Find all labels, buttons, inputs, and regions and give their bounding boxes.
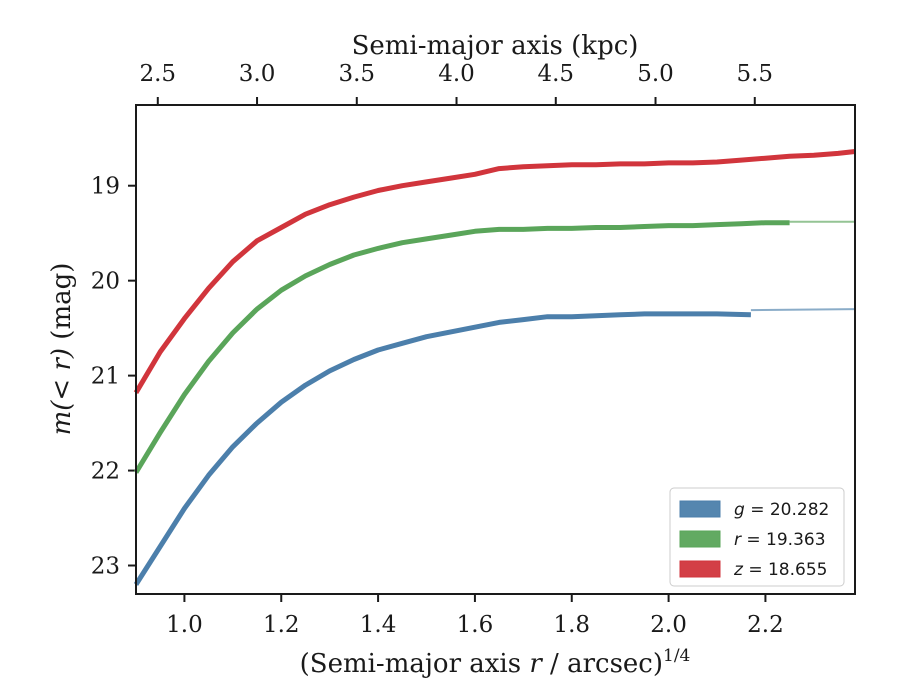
- bottom-ticks: 1.0 1.2 1.4 1.6 1.8 2.0 2.2: [166, 594, 784, 638]
- legend-label-r: r = 19.363: [734, 530, 826, 550]
- top-tick-label: 5.5: [736, 61, 773, 87]
- x-axis-title-sup: 1/4: [663, 646, 690, 666]
- x-tick-label: 1.0: [166, 612, 203, 638]
- y-tick-label: 20: [91, 269, 120, 295]
- x-tick-label: 2.0: [650, 612, 687, 638]
- x-tick-label: 1.2: [263, 612, 300, 638]
- legend: g = 20.282 r = 19.363 z = 18.655: [669, 487, 845, 587]
- x-axis-title-suffix: / arcsec): [542, 649, 663, 679]
- top-tick-label: 5.0: [637, 61, 674, 87]
- y-tick-label: 23: [91, 554, 120, 580]
- series-line-g: [133, 311, 751, 586]
- top-tick-label: 3.5: [338, 61, 375, 87]
- plot-frame: [135, 104, 856, 595]
- y-axis-title: m(< r) (mag): [47, 263, 77, 436]
- top-tick-label: 4.5: [537, 61, 574, 87]
- legend-swatch-z: [679, 560, 721, 578]
- x-tick-label: 1.8: [553, 612, 590, 638]
- y-axis-title-unit: (mag): [47, 263, 77, 348]
- x-tick-label: 2.2: [747, 612, 784, 638]
- legend-swatch-g: [679, 500, 721, 518]
- legend-label-g: g = 20.282: [734, 500, 829, 520]
- x-axis-title: (Semi-major axis r / arcsec)1/4: [300, 646, 691, 679]
- top-tick-label: 2.5: [139, 61, 176, 87]
- y-tick-label: 22: [91, 459, 120, 485]
- x-tick-label: 1.4: [360, 612, 397, 638]
- series-extension-g: [750, 308, 856, 312]
- x-tick-label: 1.6: [457, 612, 494, 638]
- legend-swatch-r: [679, 530, 721, 548]
- left-ticks: 19 20 21 22 23: [91, 174, 136, 580]
- x-axis-title-prefix: (Semi-major axis: [300, 649, 530, 679]
- series-line-z: [133, 149, 856, 394]
- series-line-r: [133, 220, 790, 474]
- top-axis-title: Semi-major axis (kpc): [352, 31, 639, 61]
- top-ticks: 2.5 3.0 3.5 4.0 4.5 5.0 5.5: [139, 61, 773, 105]
- y-tick-label: 21: [91, 364, 120, 390]
- top-tick-label: 3.0: [239, 61, 276, 87]
- y-axis-title-math: m(< r): [47, 348, 77, 435]
- legend-label-z: z = 18.655: [733, 560, 827, 580]
- y-tick-label: 19: [91, 174, 120, 200]
- top-tick-label: 4.0: [438, 61, 475, 87]
- x-axis-title-var: r: [529, 649, 543, 679]
- plot-lines: [133, 149, 856, 586]
